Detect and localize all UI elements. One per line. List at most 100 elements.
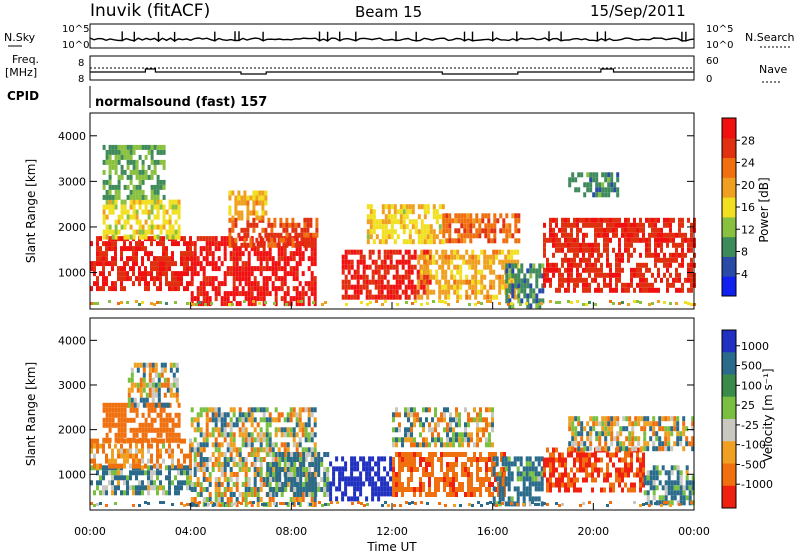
power-cell-4 (261, 237, 265, 243)
power-cell-3 (190, 276, 194, 282)
power-cell-2 (108, 189, 112, 195)
velocity-cell-2 (129, 407, 133, 413)
power-cell-11 (558, 267, 561, 273)
velocity-cell-9 (431, 427, 434, 433)
velocity-cell-12 (622, 426, 626, 432)
power-cell-9 (510, 259, 514, 265)
velocity-cell-6 (314, 487, 318, 492)
power-cell-8 (466, 233, 470, 239)
velocity-cell-1 (120, 448, 123, 454)
velocity-cell-5 (268, 412, 272, 418)
power-cell-3 (214, 241, 218, 247)
velocity-cell-4 (286, 502, 290, 507)
power-cell-0 (132, 256, 135, 262)
velocity-cell-5 (214, 427, 218, 433)
power-cell-11 (606, 217, 609, 223)
power-cell-2 (123, 169, 127, 175)
velocity-cell-5 (247, 407, 251, 413)
velocity-cell-11 (606, 462, 609, 468)
power-ground-cell (456, 300, 459, 303)
velocity-cell-11 (609, 487, 612, 493)
power-cell-11 (654, 247, 657, 253)
velocity-cell-8 (491, 462, 494, 467)
power-cell-9 (468, 264, 472, 270)
velocity-cell-4 (223, 457, 227, 462)
power-cell-7 (405, 239, 409, 245)
power-cell-11 (552, 267, 555, 273)
power-cell-0 (126, 276, 129, 282)
power-cell-3 (298, 261, 302, 267)
power-cell-8 (487, 228, 491, 234)
velocity-cell-7 (353, 466, 357, 472)
velocity-cell-4 (244, 467, 248, 472)
velocity-cell-11 (546, 457, 549, 463)
velocity-cell-5 (229, 427, 233, 433)
velocity-cell-2 (168, 417, 172, 423)
velocity-cell-12 (601, 426, 605, 432)
power-cell-11 (642, 232, 645, 238)
velocity-cell-2 (177, 402, 181, 408)
velocity-cell-7 (353, 456, 357, 462)
power-cell-11 (639, 267, 642, 273)
power-cell-11 (570, 267, 573, 273)
velocity-cell-5 (259, 427, 263, 433)
velocity-cell-4 (205, 457, 209, 462)
velocity-cell-11 (561, 472, 564, 478)
power-cell-9 (477, 254, 481, 260)
velocity-cell-13 (685, 480, 689, 486)
power-cell-6 (389, 254, 393, 260)
velocity-cell-0 (174, 465, 177, 471)
power-ground-cell (651, 302, 654, 305)
velocity-cell-7 (377, 471, 381, 477)
velocity-cell-11 (585, 467, 588, 473)
power-cell-2 (111, 149, 115, 155)
velocity-cell-6 (266, 472, 270, 477)
power-cell-1 (129, 234, 133, 240)
velocity-cell-5 (301, 427, 305, 433)
power-colorbar-tick-label: 20 (741, 179, 755, 192)
power-cell-0 (153, 256, 156, 262)
velocity-cell-5 (310, 432, 314, 438)
power-cell-3 (313, 256, 317, 262)
velocity-cell-5 (253, 407, 257, 413)
velocity-cell-12 (637, 441, 641, 447)
velocity-cell-4 (202, 457, 206, 462)
power-cell-2 (141, 189, 145, 195)
velocity-cell-3 (175, 397, 179, 403)
power-cell-11 (627, 282, 630, 288)
velocity-ground-cell (210, 501, 213, 504)
velocity-cell-4 (226, 462, 230, 467)
velocity-cell-11 (639, 462, 642, 468)
power-cell-12 (613, 187, 617, 193)
velocity-cell-8 (485, 462, 488, 467)
velocity-cell-1 (96, 463, 99, 469)
power-cell-11 (546, 237, 549, 243)
velocity-cell-11 (624, 452, 627, 458)
velocity-cell-3 (175, 377, 179, 383)
velocity-cell-9 (446, 442, 449, 448)
power-cell-6 (383, 269, 387, 275)
velocity-cell-6 (293, 472, 297, 477)
velocity-cell-0 (120, 475, 123, 481)
velocity-cell-6 (278, 467, 282, 472)
velocity-cell-7 (341, 491, 345, 497)
velocity-cell-1 (99, 443, 102, 449)
velocity-cell-1 (159, 438, 162, 444)
velocity-cell-11 (582, 477, 585, 483)
power-cell-11 (648, 252, 651, 258)
power-cell-9 (498, 279, 502, 285)
velocity-cell-0 (153, 480, 156, 486)
power-cell-2 (156, 174, 160, 180)
power-cell-2 (117, 184, 121, 190)
power-cell-4 (246, 227, 250, 233)
velocity-cell-8 (467, 457, 470, 462)
velocity-cell-9 (422, 422, 425, 428)
power-cell-11 (543, 277, 546, 283)
power-cell-11 (588, 282, 591, 288)
power-ground-cell (612, 302, 615, 305)
power-cell-11 (666, 257, 669, 263)
velocity-cell-8 (434, 492, 437, 497)
power-cell-0 (165, 271, 168, 277)
velocity-cell-5 (235, 447, 239, 453)
power-cell-2 (159, 184, 163, 190)
